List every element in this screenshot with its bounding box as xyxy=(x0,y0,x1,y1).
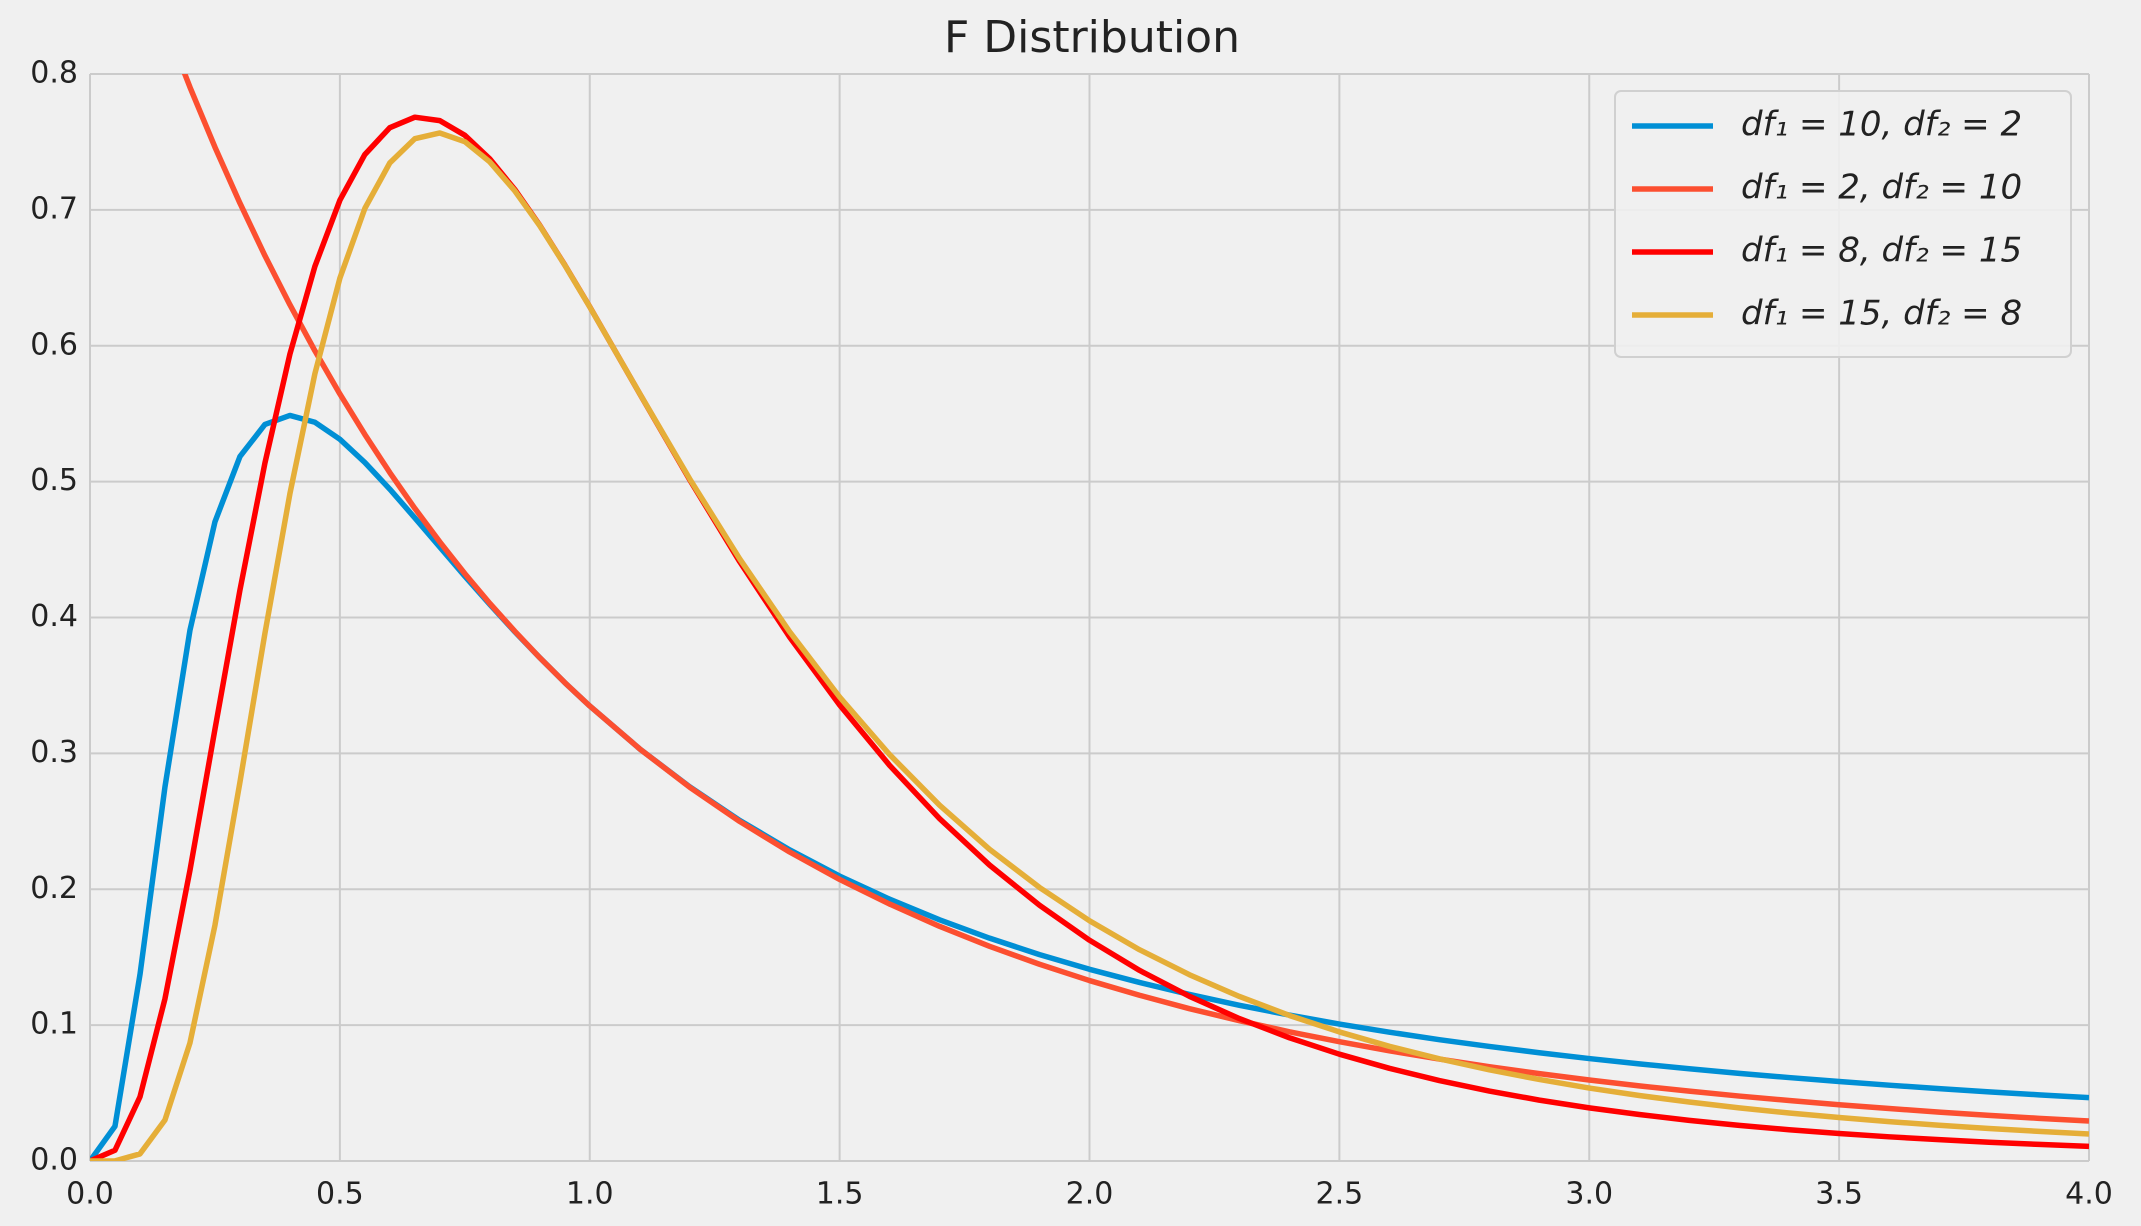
labels: 0.0 0.1 0.2 0.3 0.4 0.5 0.6 0.7 0.8 0.0 0.5 1.0 1.5 2… xyxy=(30,56,2113,1212)
y-tick-label: 0.2 xyxy=(30,871,78,906)
legend-label: df₁ = 2, df₂ = 10 xyxy=(1741,168,2022,208)
series-line xyxy=(90,412,2089,1161)
y-tick-label: 0.1 xyxy=(30,1007,78,1042)
y-tick-label: 0.5 xyxy=(30,463,78,498)
legend-label: df₁ = 8, df₂ = 15 xyxy=(1741,231,2022,271)
y-tick-label: 0.8 xyxy=(30,56,78,91)
x-tick-label: 2.5 xyxy=(1316,1177,1364,1212)
y-tick-label: 0.6 xyxy=(30,327,78,362)
x-tick-label: 0.0 xyxy=(66,1177,114,1212)
x-tick-label: 3.0 xyxy=(1565,1177,1613,1212)
grid xyxy=(89,73,2090,1162)
x-tick-label: 1.0 xyxy=(566,1177,614,1212)
lines xyxy=(90,74,2089,1161)
x-tick-label: 2.0 xyxy=(1066,1177,1114,1212)
legend-label: df₁ = 15, df₂ = 8 xyxy=(1741,294,2022,334)
y-tick-label: 0.7 xyxy=(30,191,78,226)
x-tick-label: 0.5 xyxy=(316,1177,364,1212)
x-tick-label: 4.0 xyxy=(2065,1177,2113,1212)
series-line xyxy=(90,114,2089,1161)
legend: df₁ = 10, df₂ = 2 df₁ = 2, df₂ = 10 df₁ = … xyxy=(1614,90,2072,358)
x-tick-label: 1.5 xyxy=(816,1177,864,1212)
legend-box xyxy=(1614,90,2072,358)
legend-label: df₁ = 10, df₂ = 2 xyxy=(1741,105,2022,145)
y-tick-label: 0.4 xyxy=(30,599,78,634)
chart-title: F Distribution xyxy=(944,12,1240,63)
series-line xyxy=(90,130,2089,1161)
x-tick-label: 3.5 xyxy=(1815,1177,1863,1212)
y-tick-label: 0.3 xyxy=(30,735,78,770)
y-tick-label: 0.0 xyxy=(30,1143,78,1178)
